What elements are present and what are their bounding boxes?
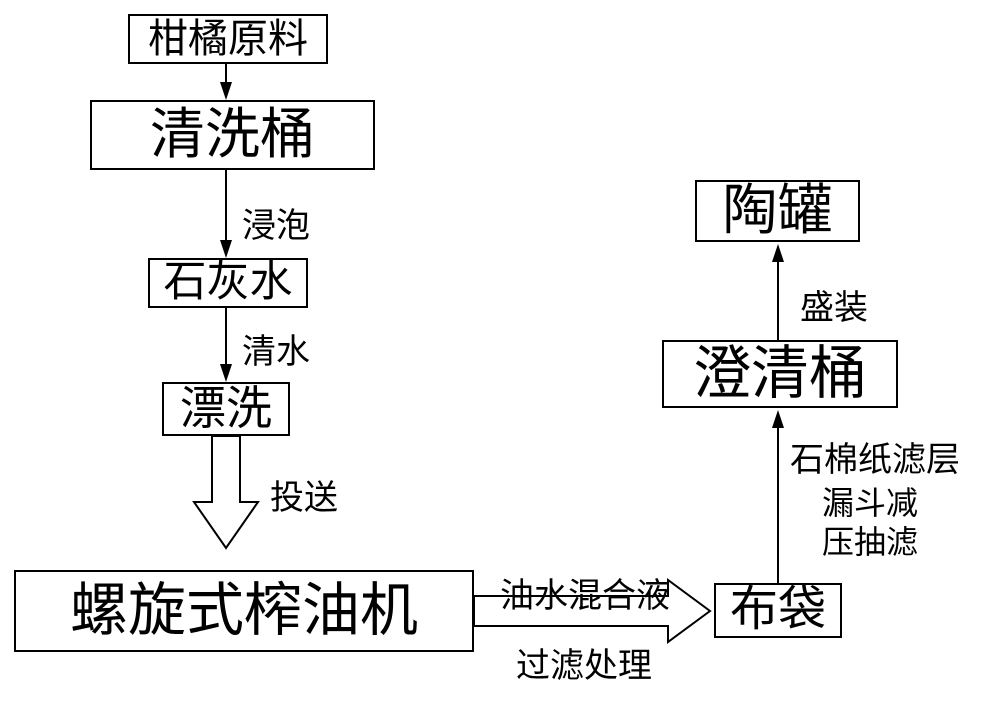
node-screw-press: 螺旋式榨油机 (14, 570, 474, 652)
node-label: 柑橘原料 (148, 17, 308, 61)
node-clarify-barrel: 澄清桶 (662, 340, 898, 408)
node-label: 陶罐 (722, 181, 832, 242)
edge-label-asbestos-layer: 石棉纸滤层 (790, 432, 960, 481)
edge-label-feed: 投送 (270, 470, 338, 519)
node-raw-material: 柑橘原料 (128, 14, 328, 64)
edge-label-filter-process: 过滤处理 (516, 638, 652, 687)
node-label: 澄清桶 (693, 342, 867, 406)
node-label: 布袋 (730, 584, 826, 637)
edge-label-oil-water-mix: 油水混合液 (500, 568, 670, 617)
node-label: 螺旋式榨油机 (70, 579, 418, 643)
edge-label-pressure-filter: 压抽滤 (822, 517, 918, 563)
node-lime-water: 石灰水 (148, 258, 308, 308)
edge-label-contain: 盛装 (800, 280, 868, 329)
node-label: 清洗桶 (150, 105, 315, 166)
edge-label-clean-water: 清水 (242, 324, 310, 373)
node-label: 石灰水 (164, 259, 293, 306)
node-cloth-bag: 布袋 (714, 583, 842, 638)
edge-label-soak: 浸泡 (242, 198, 310, 247)
node-wash-barrel: 清洗桶 (90, 100, 375, 170)
node-ceramic-jar: 陶罐 (695, 180, 860, 242)
node-rinse: 漂洗 (162, 382, 290, 436)
node-label: 漂洗 (180, 384, 272, 435)
